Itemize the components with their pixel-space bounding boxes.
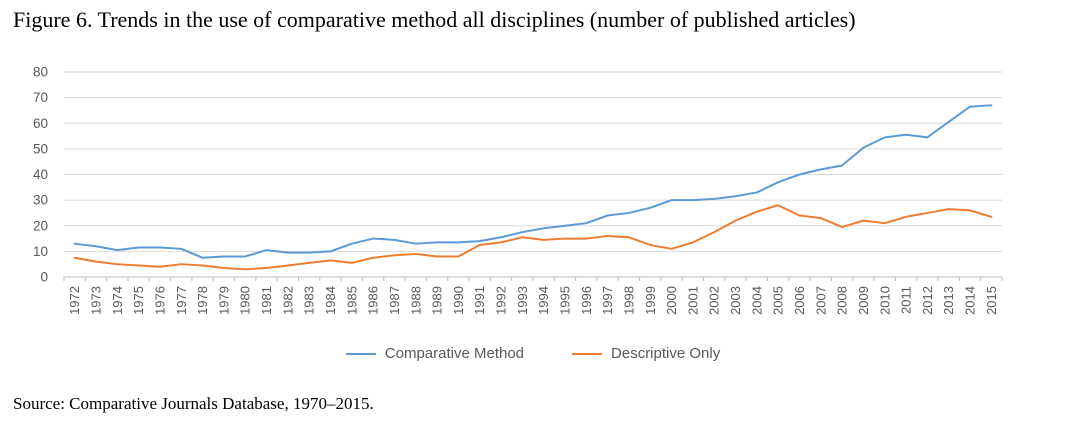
x-axis-year-label: 1982 [280, 286, 295, 315]
x-axis-year-label: 1976 [152, 286, 167, 315]
legend-item-comparative-method: Comparative Method [345, 345, 525, 362]
y-axis-tick-label: 20 [33, 218, 48, 233]
y-axis-tick-label: 80 [33, 65, 48, 80]
x-axis-year-label: 1974 [110, 286, 125, 315]
series-line-comparative-method [73, 104, 993, 259]
y-axis-tick-label: 60 [33, 116, 48, 131]
x-axis-year-label: 1973 [88, 286, 103, 315]
x-axis-year-label: 1983 [302, 286, 317, 315]
x-axis-year-label: 2005 [771, 286, 786, 315]
x-axis-year-label: 1991 [472, 286, 487, 315]
y-axis-tick-label: 70 [33, 90, 48, 105]
x-axis-year-label: 2003 [728, 286, 743, 315]
series-line-descriptive-only [73, 204, 993, 271]
x-axis-year-label: 2012 [920, 286, 935, 315]
y-axis-tick-label: 10 [33, 244, 48, 259]
x-axis-year-label: 2010 [877, 286, 892, 315]
x-axis-year-label: 1995 [557, 286, 572, 315]
legend-line-swatch-orange [572, 352, 603, 355]
x-axis-year-label: 2009 [856, 286, 871, 315]
x-axis-year-label: 2002 [707, 286, 722, 315]
x-axis-year-label: 2008 [835, 286, 850, 315]
y-axis-tick-label: 30 [33, 193, 48, 208]
x-axis-year-label: 1986 [366, 286, 381, 315]
x-axis-year-label: 2007 [813, 286, 828, 315]
x-axis-year-label: 1972 [67, 286, 82, 315]
x-axis-year-label: 2000 [664, 286, 679, 315]
x-axis-year-label: 1981 [259, 286, 274, 315]
x-axis-year-label: 2013 [941, 286, 956, 315]
legend-label-descriptive-only: Descriptive Only [611, 345, 721, 362]
x-axis-year-label: 1997 [600, 286, 615, 315]
x-axis-year-label: 1998 [621, 286, 636, 315]
source-note: Source: Comparative Journals Database, 1… [13, 394, 374, 413]
x-axis-year-label: 1980 [238, 286, 253, 315]
x-axis-year-label: 1984 [323, 286, 338, 315]
x-axis-year-label: 1988 [408, 286, 423, 315]
x-axis-year-label: 2015 [984, 286, 999, 315]
x-axis-year-label: 1996 [579, 286, 594, 315]
x-axis-year-label: 1985 [344, 286, 359, 315]
x-axis-year-label: 2014 [963, 286, 978, 315]
figure-title: Figure 6. Trends in the use of comparati… [13, 7, 856, 32]
x-axis-year-label: 2006 [792, 286, 807, 315]
legend-item-descriptive-only: Descriptive Only [572, 345, 720, 362]
x-axis-year-label: 2004 [749, 286, 764, 315]
x-axis-year-label: 1990 [451, 286, 466, 315]
y-axis-tick-label: 40 [33, 167, 48, 182]
x-axis-year-label: 1993 [515, 286, 530, 315]
x-axis-year-label: 1987 [387, 286, 402, 315]
legend-line-swatch-blue [345, 352, 376, 355]
legend-label-comparative-method: Comparative Method [384, 345, 525, 362]
x-axis-year-label: 2001 [685, 286, 700, 315]
x-axis-year-label: 2011 [899, 286, 914, 314]
y-axis-tick-label: 0 [40, 270, 48, 285]
x-axis-year-label: 1989 [430, 286, 445, 315]
x-axis-year-label: 1978 [195, 286, 210, 315]
x-axis-year-label: 1975 [131, 286, 146, 315]
y-axis-tick-label: 50 [33, 141, 48, 156]
x-axis-year-label: 1979 [216, 286, 231, 315]
x-axis-year-label: 1992 [494, 286, 509, 315]
x-axis-year-label: 1977 [174, 286, 189, 315]
x-axis-year-label: 1994 [536, 286, 551, 315]
x-axis-year-label: 1999 [643, 286, 658, 315]
chart-legend: Comparative Method Descriptive Only [64, 345, 1002, 362]
